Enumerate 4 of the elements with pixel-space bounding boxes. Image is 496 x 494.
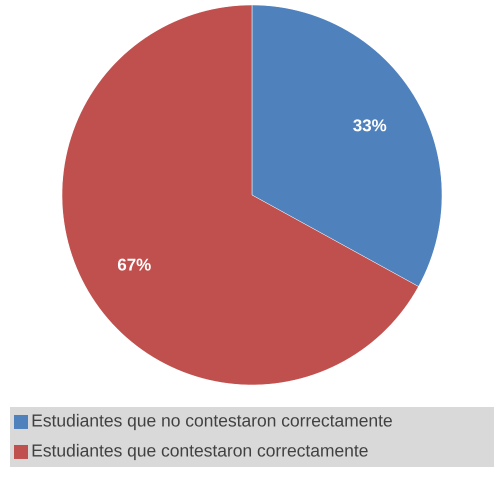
data-label: 33% [353, 119, 386, 132]
legend-label: Estudiantes que no contestaron correctamente [32, 414, 392, 430]
legend-label: Estudiantes que contestaron correctamente [32, 444, 368, 460]
data-label: 67% [118, 258, 151, 271]
